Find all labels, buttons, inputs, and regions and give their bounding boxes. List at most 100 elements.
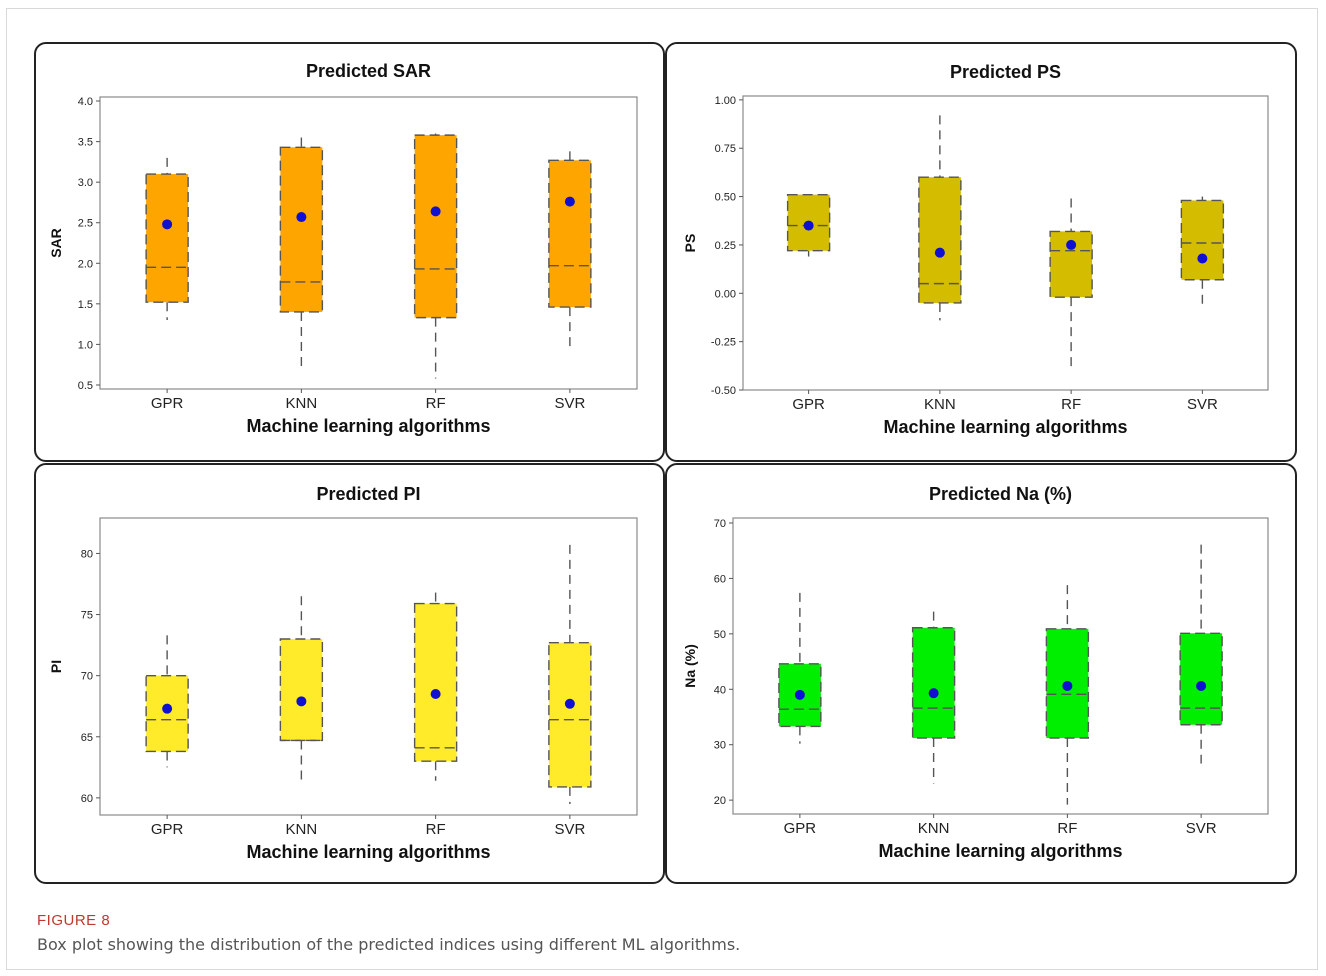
- box-gpr: [786, 193, 831, 257]
- y-axis-label: SAR: [48, 228, 64, 258]
- x-tick-label-gpr: GPR: [151, 395, 184, 412]
- box-body: [918, 176, 962, 304]
- x-tick-label-knn: KNN: [918, 820, 950, 837]
- box-body: [1180, 199, 1225, 281]
- box-knn: [279, 596, 324, 781]
- chart-title: Predicted PI: [316, 484, 420, 504]
- mean-marker: [928, 688, 939, 699]
- x-tick-label-svr: SVR: [554, 395, 585, 412]
- y-tick-label: 65: [81, 732, 93, 744]
- y-tick-label: 60: [714, 573, 726, 585]
- mean-marker: [430, 206, 441, 217]
- plot-area: [732, 517, 1269, 815]
- y-tick-label: 2.0: [78, 258, 93, 270]
- x-tick-label-rf: RF: [426, 821, 446, 838]
- box-rf: [1045, 585, 1090, 805]
- chart-title: Predicted Na (%): [929, 484, 1072, 504]
- box-gpr: [145, 635, 189, 768]
- y-tick-label: -0.25: [711, 337, 736, 349]
- x-tick-label-gpr: GPR: [151, 821, 184, 838]
- chart-panel-na: Predicted Na (%) 20 30 40 50 60 70 Na (%) GPR KNN…: [665, 463, 1297, 884]
- mean-marker: [162, 219, 173, 230]
- chart-title: Predicted PS: [950, 62, 1061, 82]
- y-tick-label: 70: [81, 671, 93, 683]
- y-tick-label: 0.75: [715, 143, 736, 155]
- y-tick-label: 30: [714, 740, 726, 752]
- mean-marker: [794, 689, 805, 700]
- mean-marker: [1062, 680, 1073, 691]
- y-axis-label: Na (%): [682, 644, 698, 688]
- mean-marker: [803, 220, 814, 231]
- y-tick-label: 1.0: [78, 339, 93, 351]
- y-tick-label: 1.5: [78, 299, 93, 311]
- chart-svg: Predicted PS -0.50 -0.25 0.00 0.25 0.50 0.75 1.…: [682, 62, 1269, 437]
- y-tick-label: 60: [81, 793, 93, 805]
- mean-marker: [430, 689, 441, 699]
- mean-marker: [1196, 680, 1207, 691]
- chart-svg: Predicted Na (%) 20 30 40 50 60 70 Na (%) GPR KNN…: [682, 484, 1269, 861]
- y-axis-label: PI: [48, 660, 64, 673]
- x-tick-label-knn: KNN: [924, 396, 956, 413]
- x-tick-label-svr: SVR: [1187, 396, 1218, 413]
- y-tick-label: 0.50: [715, 192, 736, 204]
- y-tick-label: 80: [81, 548, 93, 560]
- plot-area: [99, 517, 638, 816]
- x-tick-label-svr: SVR: [554, 821, 585, 838]
- y-tick-label: 40: [714, 684, 726, 696]
- box-svr: [548, 151, 592, 349]
- x-axis-label: Machine learning algorithms: [883, 417, 1127, 437]
- box-gpr: [145, 157, 189, 321]
- mean-marker: [296, 696, 307, 707]
- box-gpr: [778, 592, 822, 744]
- chart-svg: Predicted PI 60 65 70 75 80 PI GPR KNN RF SVR Machi…: [48, 484, 638, 862]
- x-axis-label: Machine learning algorithms: [246, 842, 490, 862]
- mean-marker: [564, 196, 575, 207]
- plot-area: [99, 96, 638, 390]
- y-tick-label: 20: [714, 795, 726, 807]
- y-tick-label: 0.00: [715, 288, 736, 300]
- box-body: [145, 173, 189, 303]
- mean-marker: [934, 247, 945, 258]
- box-body: [413, 602, 458, 762]
- x-tick-label-svr: SVR: [1186, 820, 1217, 837]
- y-tick-label: 75: [81, 610, 93, 622]
- box-rf: [413, 133, 458, 379]
- chart-panel-sar: Predicted SAR 0.5 1.0 1.5 2.0 2.5 3.0 3.5 4.0 SAR…: [34, 42, 665, 462]
- x-axis-label: Machine learning algorithms: [878, 841, 1122, 861]
- box-body: [548, 641, 592, 788]
- figure-caption: FIGURE 8 Box plot showing the distributi…: [37, 912, 1297, 954]
- y-tick-label: 3.0: [78, 177, 93, 189]
- mean-marker: [296, 212, 307, 223]
- mean-marker: [1197, 253, 1208, 264]
- figure-label: FIGURE 8: [37, 912, 111, 929]
- chart-title: Predicted SAR: [306, 61, 431, 81]
- y-axis-label: PS: [682, 234, 698, 253]
- box-rf: [1049, 198, 1093, 367]
- box-knn: [918, 115, 962, 321]
- box-body: [911, 627, 956, 739]
- box-body: [413, 134, 458, 319]
- x-tick-label-knn: KNN: [286, 395, 318, 412]
- box-svr: [1179, 544, 1223, 764]
- x-tick-label-knn: KNN: [286, 821, 318, 838]
- x-tick-label-rf: RF: [426, 395, 446, 412]
- chart-svg: Predicted SAR 0.5 1.0 1.5 2.0 2.5 3.0 3.5 4.0 SAR…: [48, 61, 638, 436]
- y-tick-label: 3.5: [78, 137, 93, 149]
- y-tick-label: 50: [714, 629, 726, 641]
- chart-panel-pi: Predicted PI 60 65 70 75 80 PI GPR KNN RF SVR Machi…: [34, 463, 665, 884]
- box-knn: [279, 137, 324, 369]
- chart-panel-ps: Predicted PS -0.50 -0.25 0.00 0.25 0.50 0.75 1.…: [665, 42, 1297, 462]
- y-tick-label: 0.25: [715, 240, 736, 252]
- y-tick-label: 0.5: [78, 380, 93, 392]
- box-knn: [911, 611, 956, 784]
- y-tick-label: 1.00: [715, 95, 736, 107]
- x-axis-label: Machine learning algorithms: [246, 416, 490, 436]
- mean-marker: [1066, 239, 1077, 250]
- plot-area: [742, 95, 1269, 391]
- box-rf: [413, 592, 458, 781]
- y-tick-label: -0.50: [711, 385, 736, 397]
- box-svr: [548, 544, 592, 804]
- y-tick-label: 70: [714, 518, 726, 530]
- box-body: [279, 146, 324, 313]
- y-tick-label: 4.0: [78, 96, 93, 108]
